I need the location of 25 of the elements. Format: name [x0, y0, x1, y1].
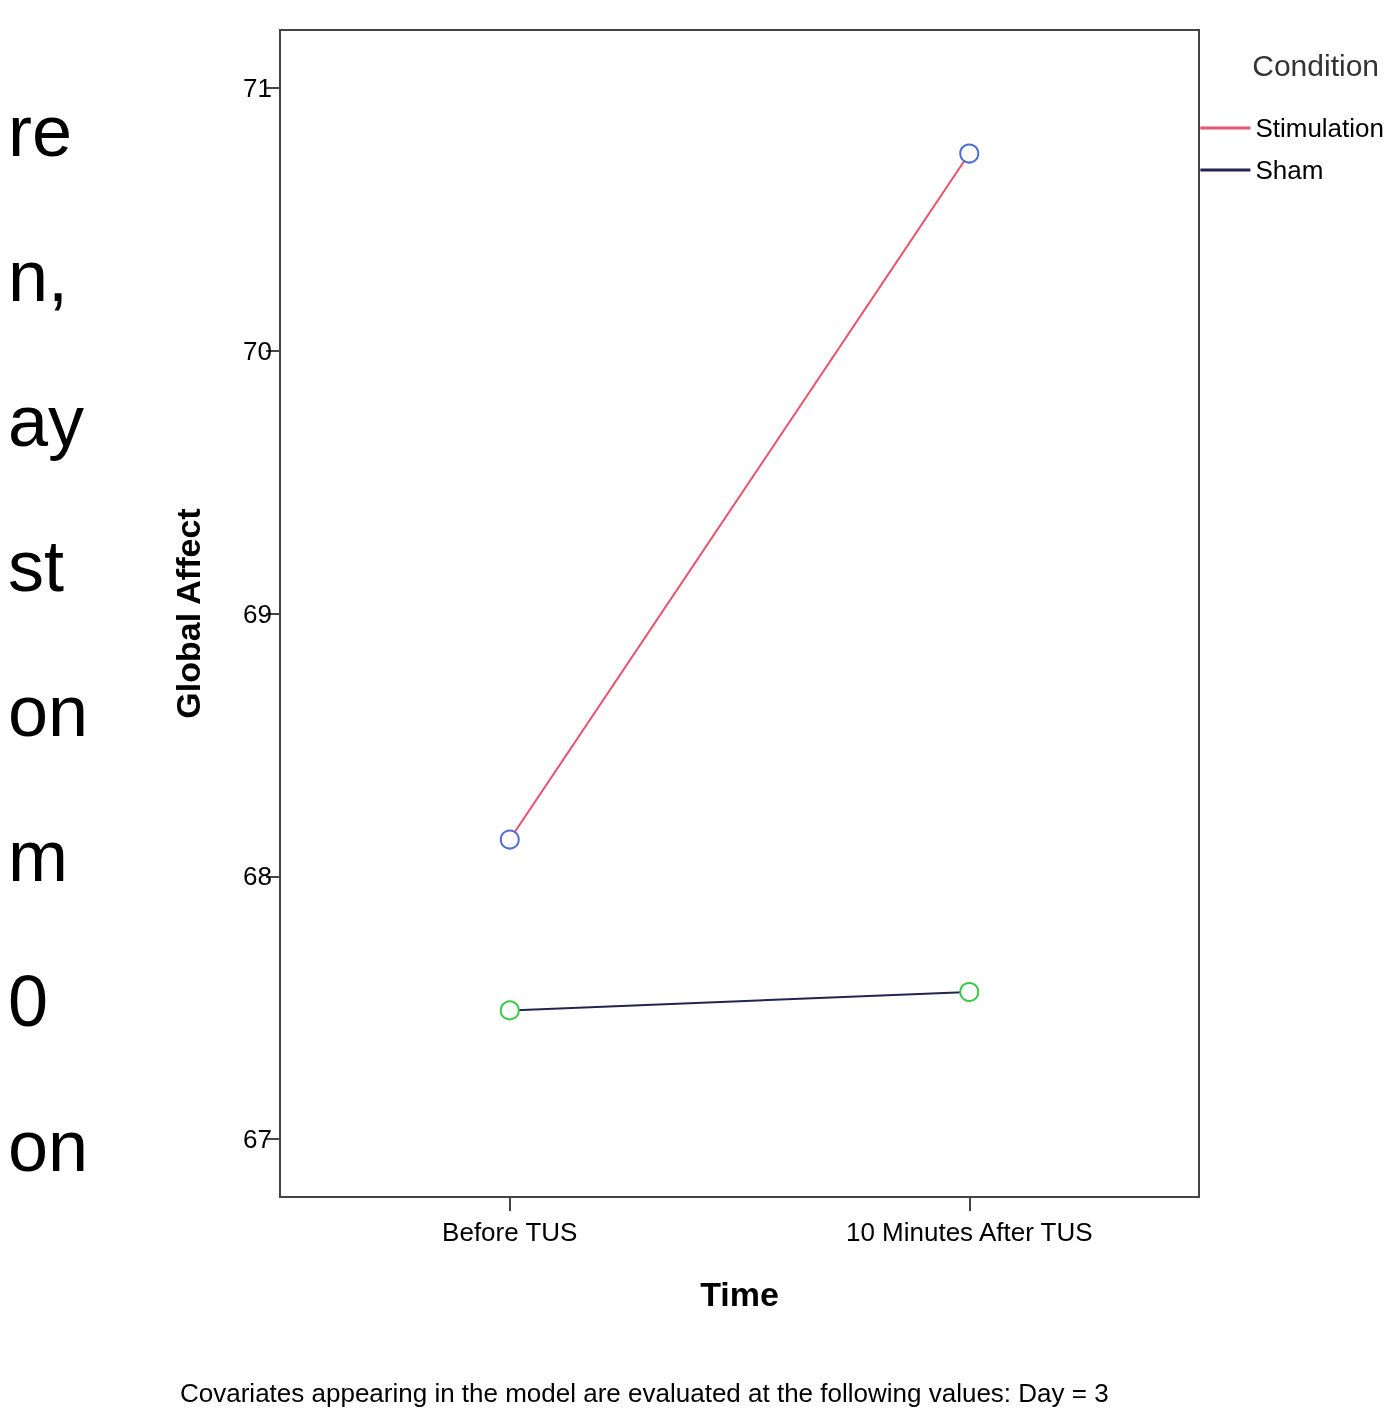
y-tick-label: 71 — [243, 72, 272, 103]
text: n, — [8, 236, 69, 316]
y-tick-label: 69 — [243, 598, 272, 629]
point — [499, 829, 520, 850]
text: on — [8, 671, 89, 751]
y-tick-label: 68 — [243, 861, 272, 892]
legend-label: Sham — [1255, 155, 1324, 185]
text: st — [8, 526, 65, 606]
legend-title: Condition — [1252, 48, 1380, 82]
text: re — [8, 91, 73, 171]
text: m — [8, 816, 68, 896]
y-tick-label: 70 — [243, 335, 272, 366]
point — [499, 1000, 520, 1021]
text: on — [8, 1106, 89, 1186]
text: 0 — [8, 961, 49, 1041]
point — [959, 143, 980, 164]
x-tick-label: Before TUS — [442, 1217, 578, 1247]
legend-label: Stimulation — [1255, 113, 1385, 143]
point — [959, 981, 980, 1002]
y-tick-label: 67 — [243, 1124, 272, 1155]
y-axis-title: Global Affect — [169, 508, 207, 719]
text: ay — [8, 381, 85, 461]
x-tick-label: 10 Minutes After TUS — [845, 1217, 1093, 1247]
x-axis-title: Time — [700, 1275, 779, 1313]
text: Covariates appearing in the model are evaluated at the following values: Day = 3 — [180, 1378, 1109, 1408]
